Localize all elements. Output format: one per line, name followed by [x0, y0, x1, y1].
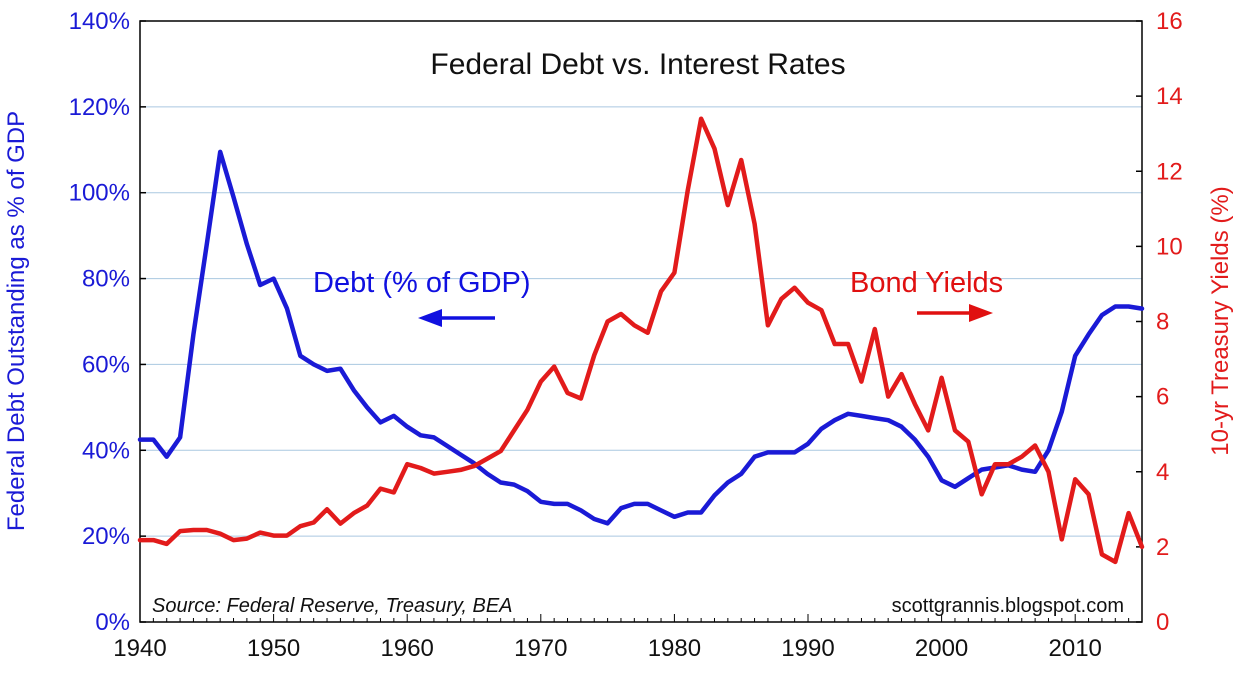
credit-note: scottgrannis.blogspot.com [892, 595, 1124, 617]
x-tick-label: 1990 [781, 635, 834, 662]
left-tick-label: 0% [95, 609, 130, 636]
right-axis-title: 10-yr Treasury Yields (%) [1207, 186, 1234, 455]
left-tick-label: 140% [69, 8, 130, 35]
left-tick-label: 20% [82, 523, 130, 550]
source-note: Source: Federal Reserve, Treasury, BEA [152, 595, 513, 617]
x-tick-label: 1950 [247, 635, 300, 662]
gridlines [140, 106, 1142, 537]
x-tick-label: 1960 [381, 635, 434, 662]
x-axis-ticks: 1940 1950 1960 1970 1980 1990 2000 2010 [113, 614, 1143, 662]
left-tick-label: 60% [82, 351, 130, 378]
left-tick-label: 120% [69, 94, 130, 121]
x-tick-label: 1970 [514, 635, 567, 662]
chart-title: Federal Debt vs. Interest Rates [430, 48, 845, 81]
right-tick-label: 14 [1156, 83, 1183, 110]
left-tick-label: 80% [82, 266, 130, 293]
left-tick-label: 40% [82, 437, 130, 464]
right-tick-label: 16 [1156, 8, 1183, 35]
right-tick-label: 12 [1156, 158, 1183, 185]
right-axis-ticks: 0 2 4 6 8 10 12 14 16 [1136, 8, 1183, 636]
right-tick-label: 0 [1156, 609, 1169, 636]
right-tick-label: 4 [1156, 459, 1169, 486]
right-tick-label: 8 [1156, 309, 1169, 336]
left-tick-label: 100% [69, 180, 130, 207]
bond-yields-series-line [137, 116, 1145, 565]
bond-arrow-right-icon [917, 304, 993, 322]
left-axis-ticks: 0% 20% 40% 60% 80% 100% 120% 140% [69, 8, 146, 636]
x-tick-label: 1940 [113, 635, 166, 662]
left-axis-title: Federal Debt Outstanding as % of GDP [3, 111, 30, 531]
x-tick-label: 2010 [1049, 635, 1102, 662]
debt-arrow-left-icon [418, 309, 495, 327]
x-tick-label: 2000 [915, 635, 968, 662]
bond-yields-label: Bond Yields [850, 267, 1003, 299]
debt-label: Debt (% of GDP) [313, 267, 531, 299]
right-tick-label: 10 [1156, 233, 1183, 260]
right-tick-label: 6 [1156, 384, 1169, 411]
right-tick-label: 2 [1156, 534, 1169, 561]
series-layer [137, 116, 1145, 565]
x-tick-label: 1980 [648, 635, 701, 662]
